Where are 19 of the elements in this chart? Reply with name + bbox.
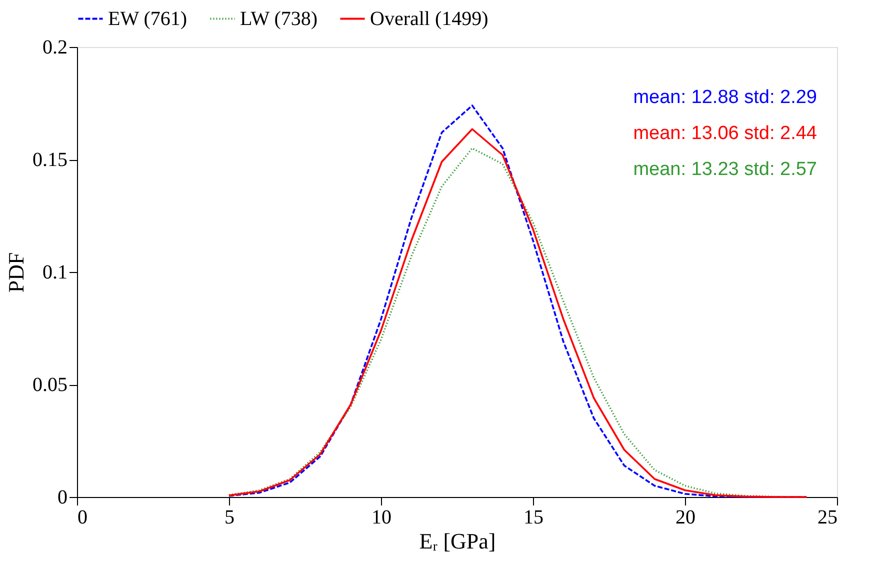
x-tick-label: 15: [524, 506, 544, 528]
y-tick-label: 0.05: [32, 374, 68, 396]
x-tick-label: 25: [818, 506, 838, 528]
x-tick-label: 5: [224, 506, 234, 528]
x-tick-label: 0: [78, 506, 88, 528]
annotation: mean: 13.23 std: 2.57: [633, 159, 817, 180]
y-axis-title: PDF: [4, 252, 28, 293]
legend-label: EW (761): [108, 8, 188, 30]
y-tick-label: 0.15: [32, 149, 68, 171]
y-tick-label: 0: [58, 486, 68, 508]
annotation: mean: 13.06 std: 2.44: [633, 123, 818, 144]
legend-label: Overall (1499): [370, 8, 488, 30]
x-tick-label: 20: [676, 506, 696, 528]
annotation: mean: 12.88 std: 2.29: [633, 87, 817, 108]
y-tick-label: 0.1: [42, 262, 68, 284]
legend-label: LW (738): [240, 8, 318, 30]
y-tick-label: 0.2: [42, 36, 68, 58]
x-axis-title: Eᵣ [GPa]: [419, 528, 496, 554]
x-tick-label: 10: [372, 506, 392, 528]
